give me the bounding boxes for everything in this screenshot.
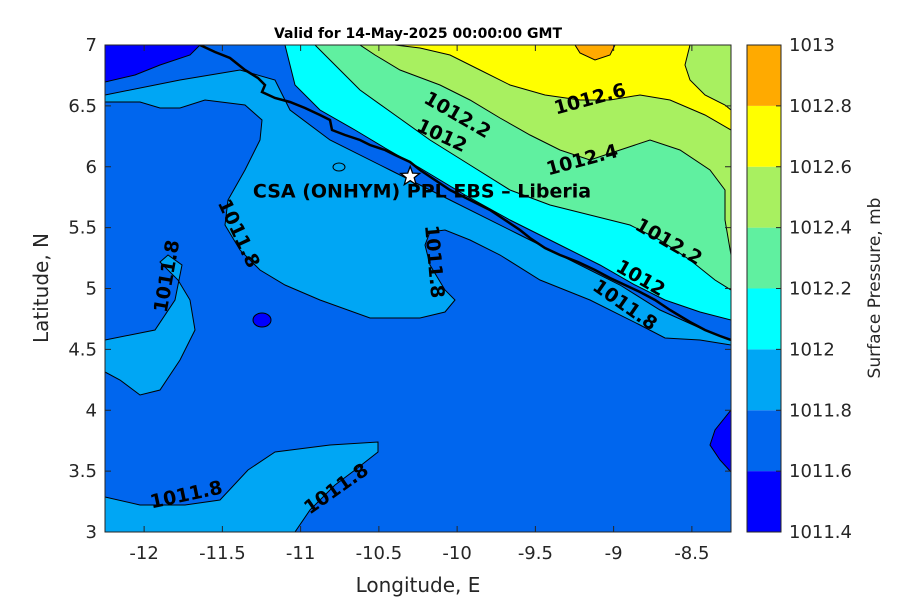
colorbar-tick-label: 1012.2: [789, 279, 852, 300]
y-tick-label: 4: [86, 400, 97, 421]
x-tick-label: -10.5: [356, 543, 403, 564]
contour-fill-1011-4-east: [709, 409, 731, 473]
y-tick-label: 3: [86, 522, 97, 543]
plot-area: [105, 45, 731, 532]
x-tick-label: -9.5: [518, 543, 553, 564]
contour-fill-1011-8-south: [105, 441, 379, 532]
x-tick-label: -8.5: [674, 543, 709, 564]
contour-fill-1012-8: [574, 45, 616, 61]
contour-fill-1011-8-coastal: [105, 69, 731, 346]
x-tick-label: -11.5: [199, 543, 246, 564]
colorbar-swatch: [747, 166, 781, 228]
y-tick-label: 3.5: [68, 461, 97, 482]
chart-title: Valid for 14-May-2025 00:00:00 GMT: [274, 26, 562, 42]
y-tick-label: 6: [86, 157, 97, 178]
colorbar-tick-label: 1011.6: [789, 461, 852, 482]
contour-fill-1011-4-nw: [105, 45, 201, 83]
colorbar-tick-label: 1012.6: [789, 157, 852, 178]
x-axis-label: Longitude, E: [356, 573, 481, 597]
colorbar-swatch: [747, 288, 781, 350]
site-star-icon: [398, 164, 422, 187]
contour-fill-1012-6: [394, 45, 731, 131]
y-axis-label: Latitude, N: [29, 233, 53, 343]
colorbar-label: Surface Pressure, mb: [865, 198, 885, 379]
x-tick-label: -9: [605, 543, 623, 564]
coastline: [199, 45, 731, 342]
colorbar: 1011.4 1011.6 1011.8 1012 1012.2 1012.4 1012.6…: [746, 35, 852, 543]
contour-fill-1011-4-spot: [252, 312, 272, 328]
y-tick-label: 4.5: [68, 339, 97, 360]
contour-fill-1011-8-west: [105, 254, 196, 396]
site-label: CSA (ONHYM) PPL EBS – Liberia: [253, 180, 591, 202]
colorbar-swatch: [747, 349, 781, 411]
colorbar-swatch: [747, 410, 781, 472]
x-tick-label: -11: [286, 543, 315, 564]
x-axis-ticks: -12 -11.5 -11 -10.5 -10 -9.5 -9 -8.5: [129, 45, 709, 564]
x-tick-label: -12: [129, 543, 158, 564]
x-tick-label: -10: [442, 543, 471, 564]
colorbar-tick-label: 1013: [789, 35, 835, 56]
colorbar-swatch: [747, 227, 781, 289]
colorbar-swatch: [747, 105, 781, 167]
y-tick-label: 7: [86, 35, 97, 56]
y-tick-label: 5.5: [68, 218, 97, 239]
y-axis-ticks: 3 3.5 4 4.5 5 5.5 6 6.5 7: [68, 35, 731, 543]
colorbar-tick-label: 1012.4: [789, 218, 852, 239]
colorbar-tick-label: 1012: [789, 339, 835, 360]
colorbar-swatch: [747, 45, 781, 106]
colorbar-tick-label: 1011.8: [789, 400, 852, 421]
contour-fill-1012-4: [359, 45, 731, 256]
site-marker-layer: CSA (ONHYM) PPL EBS – Liberia: [253, 164, 591, 202]
colorbar-swatch: [747, 471, 781, 532]
colorbar-tick-label: 1011.4: [789, 522, 852, 543]
y-tick-label: 5: [86, 279, 97, 300]
y-tick-label: 6.5: [68, 96, 97, 117]
contour-fill-1011-8-spot: [332, 162, 346, 172]
colorbar-tick-label: 1012.8: [789, 96, 852, 117]
